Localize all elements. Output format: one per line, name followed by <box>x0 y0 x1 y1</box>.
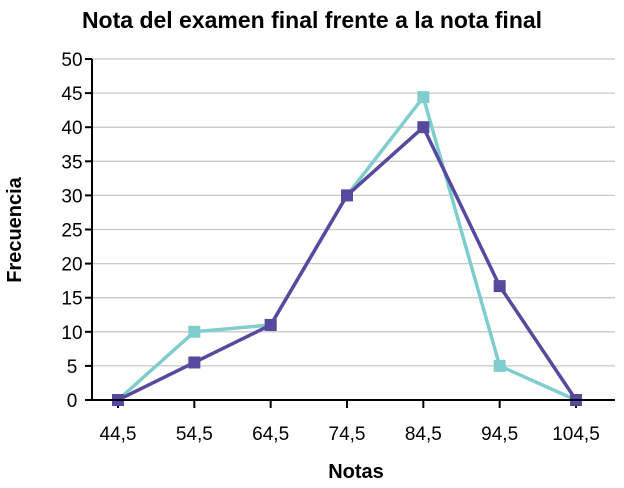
data-point <box>417 91 430 104</box>
y-axis-label: Frecuencia <box>4 176 26 282</box>
data-point <box>264 318 277 331</box>
data-point <box>493 359 506 372</box>
data-point <box>417 121 430 134</box>
data-point <box>493 280 506 293</box>
y-tick-label: 0 <box>67 391 78 412</box>
y-tick-label: 45 <box>61 84 82 105</box>
y-tick-label: 5 <box>67 357 78 378</box>
x-axis-label: Notas <box>328 461 384 483</box>
x-tick-label: 64,5 <box>252 424 289 445</box>
series-2 <box>112 121 582 406</box>
x-tick-label: 84,5 <box>405 424 442 445</box>
data-point <box>188 325 201 338</box>
y-tick-label: 30 <box>61 186 82 207</box>
data-point <box>188 356 201 369</box>
series-1 <box>112 91 582 406</box>
y-tick-label: 10 <box>61 323 82 344</box>
x-tick-label: 74,5 <box>329 424 366 445</box>
y-tick-label: 20 <box>61 255 82 276</box>
x-tick-label: 44,5 <box>100 424 137 445</box>
x-tick-label: 54,5 <box>176 424 213 445</box>
chart-title: Nota del examen final frente a la nota f… <box>82 7 542 33</box>
data-point <box>341 189 353 202</box>
y-tick-label: 40 <box>61 118 82 139</box>
x-tick-label: 104,5 <box>552 424 600 445</box>
y-tick-label: 35 <box>61 152 82 173</box>
y-tick-label: 15 <box>61 289 82 310</box>
y-tick-label: 25 <box>61 221 82 242</box>
x-tick-label: 94,5 <box>481 424 518 445</box>
series-line <box>116 95 577 402</box>
y-tick-label: 50 <box>61 50 82 71</box>
